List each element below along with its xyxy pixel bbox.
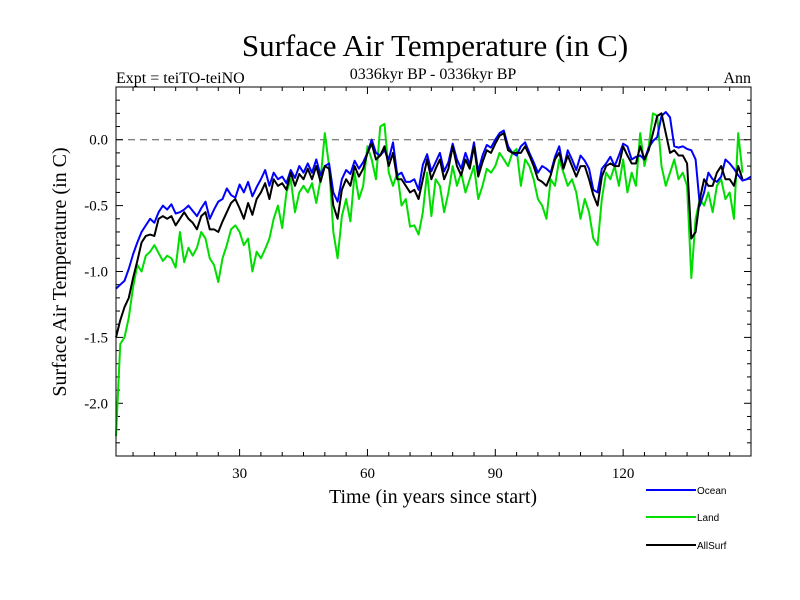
x-tick-label: 30: [232, 466, 247, 482]
season-label: Ann: [723, 70, 751, 87]
y-tick-label: -1.0: [84, 265, 108, 281]
legend-land-label: Land: [697, 513, 719, 524]
y-tick-label: -1.5: [84, 330, 108, 346]
period-label: 0336kyr BP - 0336kyr BP: [350, 66, 517, 83]
plot-frame: [115, 86, 752, 457]
x-tick-label: 120: [612, 466, 635, 482]
legend-ocean-label: Ocean: [697, 486, 726, 497]
series-line-land: [115, 112, 744, 437]
experiment-label: Expt = teiTO-teiNO: [116, 70, 245, 87]
legend: Ocean Land AllSurf: [646, 486, 727, 552]
y-axis-label: Surface Air Temperature (in C): [49, 147, 71, 396]
x-axis-label: Time (in years since start): [329, 486, 537, 508]
legend-allsurf-label: AllSurf: [697, 541, 727, 552]
plot-area: 30 60 90 120 0.0 -0.5 -1.0 -1.5 -2.0: [84, 87, 752, 482]
x-tick-label: 90: [488, 466, 503, 482]
chart-title: Surface Air Temperature (in C): [242, 28, 628, 63]
x-tick-label: 60: [360, 466, 375, 482]
series-line-allsurf: [115, 112, 744, 338]
y-tick-label: -0.5: [84, 199, 108, 215]
y-tick-label: -2.0: [84, 396, 108, 412]
y-tick-label: 0.0: [89, 133, 108, 149]
